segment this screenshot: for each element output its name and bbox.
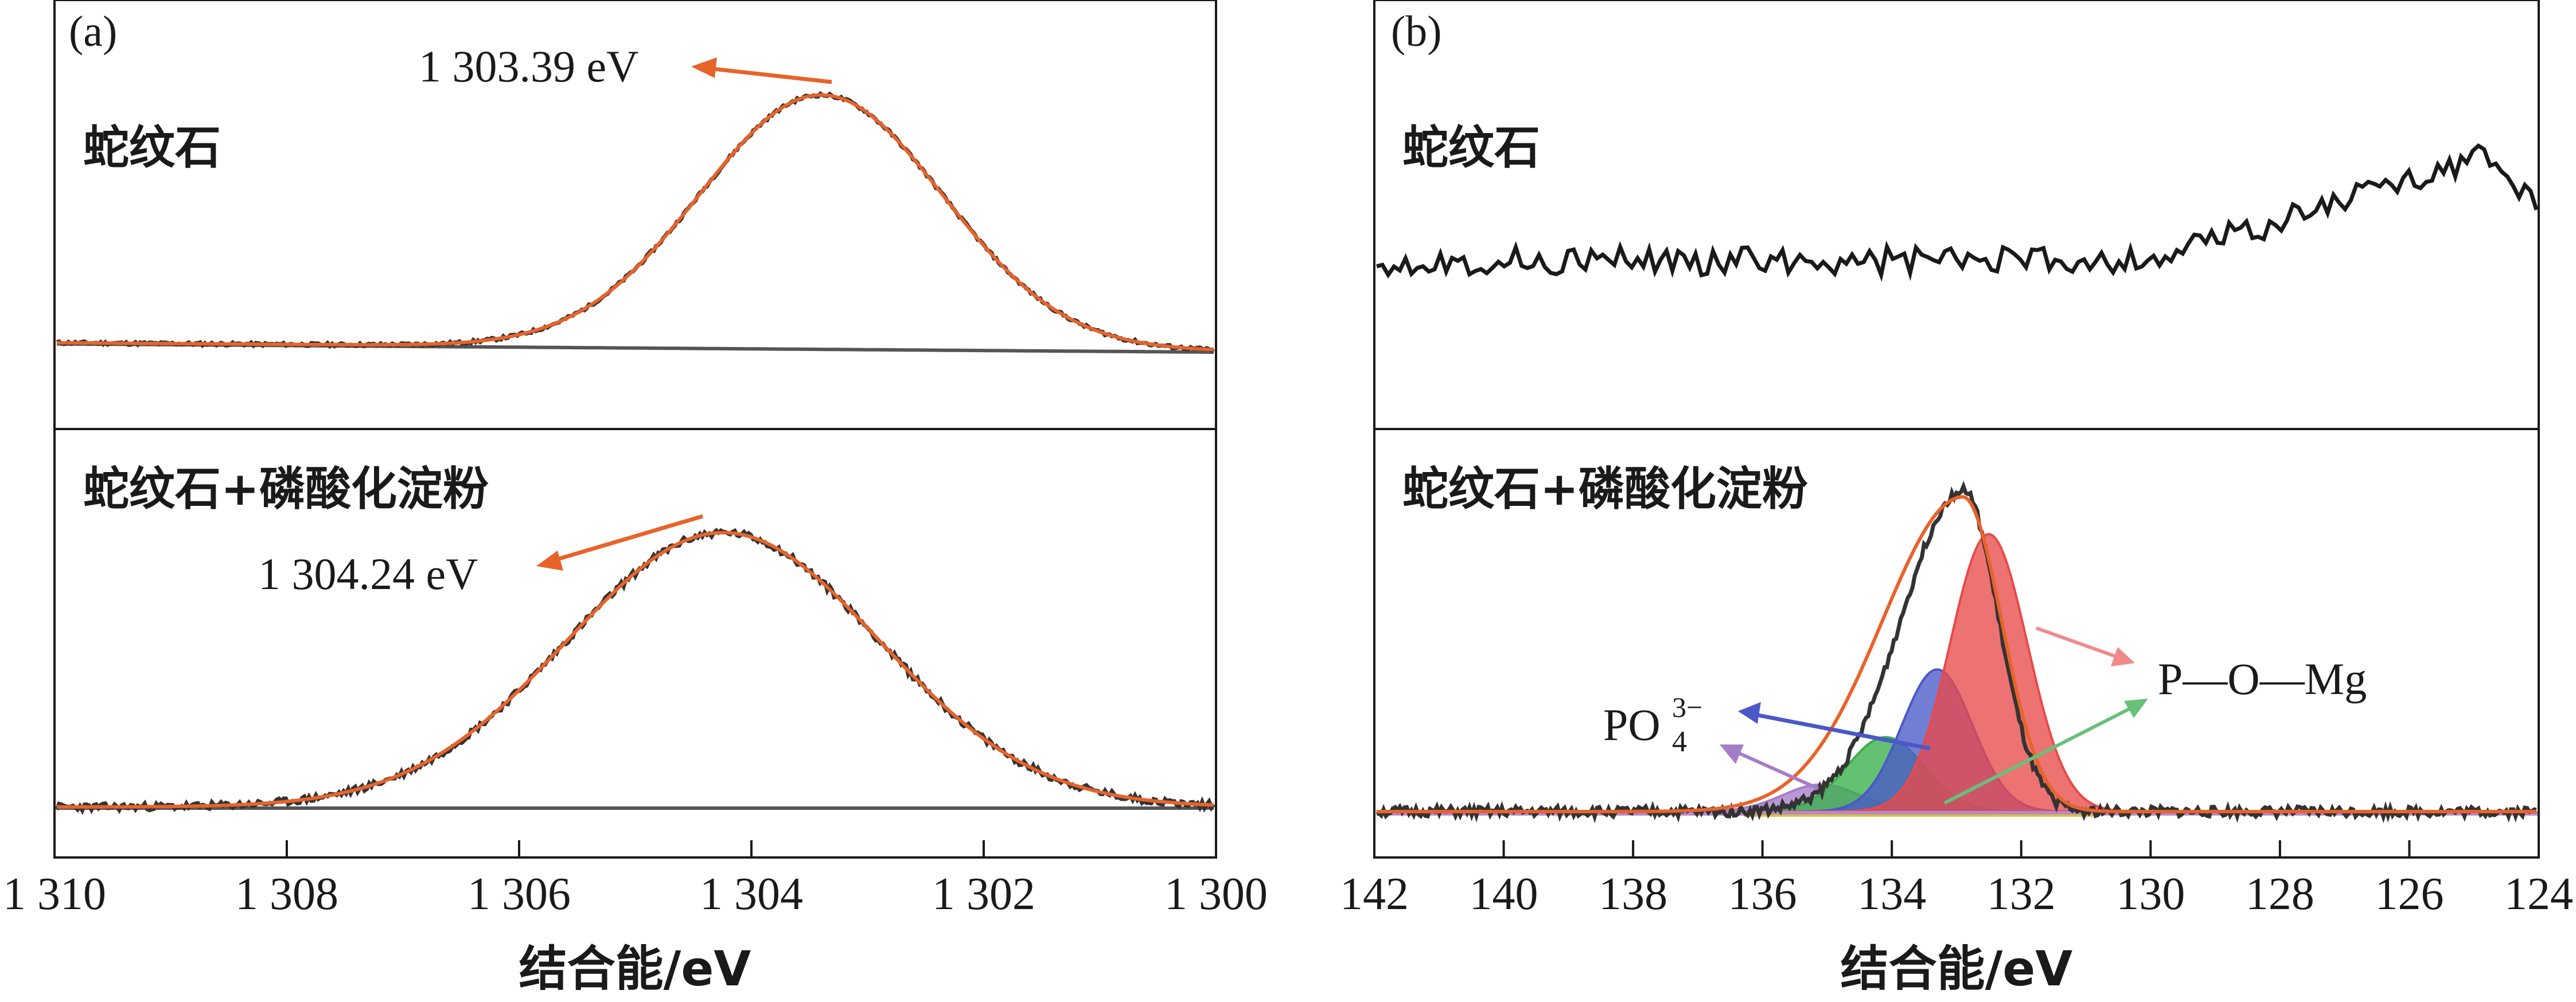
panel-a-top-peak-arrow <box>702 65 832 84</box>
panel-a-x-ticks: 1 310 1 308 1 306 1 304 1 302 1 300 <box>3 840 1268 919</box>
panel-b-x-axis-label: 结合能/eV <box>1841 941 2073 997</box>
panel-a-x-axis-label: 结合能/eV <box>519 941 751 997</box>
x-tick-label: 136 <box>1728 869 1797 919</box>
panel-b-top-sample-label: 蛇纹石 <box>1402 121 1540 174</box>
panel-b-p-o-mg-arrow <box>2035 626 2118 658</box>
panel-b-po4-label-sub: 4 <box>1672 726 1687 758</box>
x-tick-label: 1 306 <box>467 869 571 919</box>
x-tick-label: 1 304 <box>700 869 803 919</box>
panel-b-po4-label-sup: 3− <box>1672 691 1702 723</box>
panel-a-top-peak-label: 1 303.39 eV <box>419 41 638 91</box>
x-tick-label: 124 <box>2504 869 2573 919</box>
panel-b-top-raw-spectrum <box>1376 143 2539 282</box>
panel-b-po4-label: PO <box>1603 700 1661 750</box>
x-tick-label: 1 310 <box>3 869 106 919</box>
x-tick-label: 126 <box>2375 869 2444 919</box>
panel-b-x-ticks: 142 140 138 136 134 132 130 128 126 124 <box>1340 840 2573 919</box>
panel-b-bottom-sample-label: 蛇纹石+磷酸化淀粉 <box>1402 462 1808 516</box>
panel-b-p-o-mg-arrowhead <box>2111 647 2135 666</box>
panel-b-po4-label-main: PO <box>1603 700 1661 750</box>
panel-b-green-arrow <box>1943 705 2135 805</box>
panel-a-top-sample-label: 蛇纹石 <box>83 121 221 174</box>
panel-b-label: (b) <box>1391 7 1442 56</box>
panel-a-bottom-peak-arrow <box>547 514 703 564</box>
x-tick-label: 1 308 <box>235 869 338 919</box>
x-tick-label: 1 300 <box>1164 869 1268 919</box>
x-tick-label: 132 <box>1987 869 2056 919</box>
panel-a-bottom-peak-arrowhead <box>536 551 563 571</box>
panel-b-purple-arrowhead <box>1720 744 1744 764</box>
panel-b-po4-arrow <box>1752 712 1931 751</box>
panel-a-bottom-fit-curve <box>57 531 1214 809</box>
panel-b-p-o-mg-label: P—O—Mg <box>2158 654 2367 704</box>
panel-b-purple-arrow <box>1731 748 1819 790</box>
panel-a-bottom-peak-label: 1 304.24 eV <box>258 549 478 599</box>
panel-a-top-peak-arrowhead <box>691 57 717 78</box>
x-tick-label: 138 <box>1599 869 1667 919</box>
x-tick-label: 1 302 <box>932 869 1035 919</box>
x-tick-label: 142 <box>1340 869 1409 919</box>
x-tick-label: 130 <box>2116 869 2185 919</box>
panel-a: (a) 蛇纹石 蛇纹石+磷酸化淀粉 1 303.39 eV 1 304.24 e… <box>3 0 1268 997</box>
panel-b-bottom-fit-envelope <box>1377 495 2536 813</box>
x-tick-label: 134 <box>1857 869 1926 919</box>
panel-a-label: (a) <box>69 7 117 56</box>
panel-a-top-raw-spectrum <box>56 91 1215 353</box>
panel-a-top-fit-curve <box>57 93 1214 352</box>
panel-b-po4-arrowhead <box>1738 702 1761 724</box>
panel-a-bottom-sample-label: 蛇纹石+磷酸化淀粉 <box>83 462 489 516</box>
panel-b: (b) 蛇纹石 蛇纹石+磷酸化淀粉 P—O—Mg PO 4 3− 142 140 1… <box>1340 0 2573 997</box>
panel-b-green-arrowhead <box>2124 699 2148 718</box>
x-tick-label: 128 <box>2246 869 2314 919</box>
x-tick-label: 140 <box>1470 869 1538 919</box>
